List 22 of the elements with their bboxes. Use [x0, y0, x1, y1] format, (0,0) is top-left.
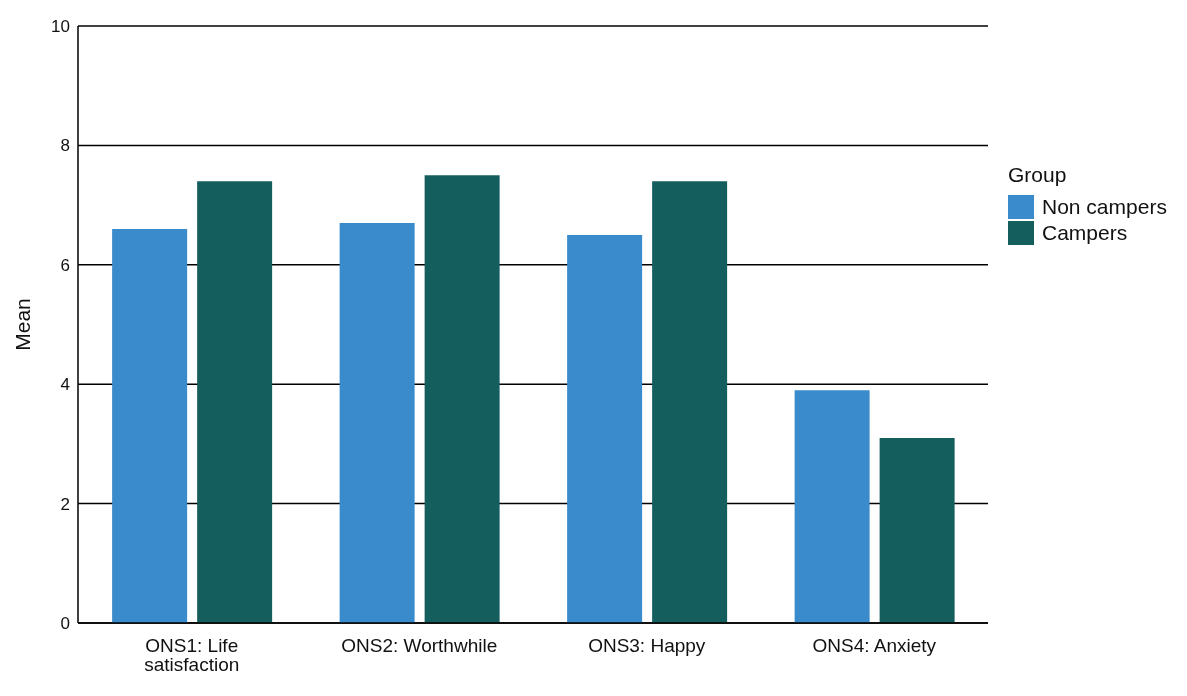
bar [339, 223, 415, 623]
bar [197, 181, 273, 623]
bar [567, 234, 643, 623]
bar [879, 437, 955, 623]
y-tick-label: 8 [60, 136, 70, 156]
bar [652, 181, 728, 623]
bar [794, 390, 870, 623]
y-tick-label: 4 [60, 375, 70, 395]
bar [424, 175, 500, 623]
x-tick-label: ONS2: Worthwhile [341, 635, 498, 657]
x-tick-label: ONS4: Anxiety [812, 635, 937, 657]
x-tick-label: ONS3: Happy [588, 635, 706, 657]
y-tick-label: 10 [51, 17, 70, 37]
y-tick-label: 0 [60, 614, 70, 634]
legend-label: Campers [1042, 221, 1128, 245]
y-tick-label: 6 [60, 255, 70, 275]
y-tick-label: 2 [60, 494, 70, 514]
legend-title: Group [1008, 163, 1068, 187]
y-axis-title: Mean [11, 298, 35, 351]
x-tick-label: ONS1: Life satisfaction [144, 635, 240, 676]
legend-label: Non campers [1042, 195, 1167, 219]
bar [112, 228, 188, 623]
